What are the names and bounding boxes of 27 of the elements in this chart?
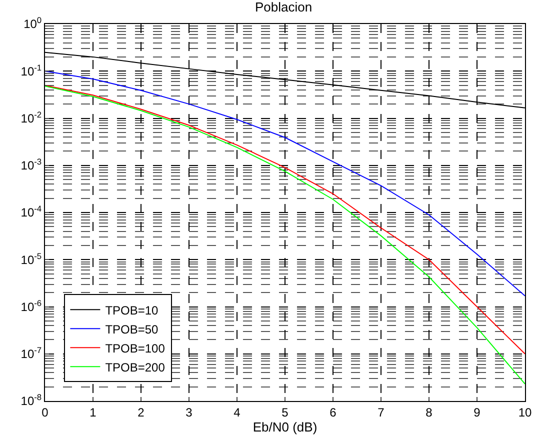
x-tick-label: 10 [518,405,532,420]
x-tick-label: 9 [474,405,481,420]
legend-label: TPOB=200 [105,360,166,374]
y-tick-label: 10$^{-3}$ [20,156,42,173]
line-series [45,70,525,296]
x-tick-label: 7 [378,405,385,420]
y-tick-label: 10$^{-7}$ [20,345,42,362]
legend-label: TPOB=100 [105,341,166,356]
x-tick-label: 2 [138,405,145,420]
chart-title: Poblacion [254,0,312,14]
x-tick-label: 5 [282,405,289,420]
x-tick-label: 4 [234,405,241,420]
y-tick-label: 10$^{-1}$ [20,62,42,78]
x-tick-label: 8 [426,405,433,420]
y-tick-label: 10$^{-4}$ [20,204,42,220]
y-tick-label: 10$^{-8}$ [20,392,42,408]
y-tick-label: 10$^{-5}$ [20,250,42,267]
legend-label: TPOB=10 [105,303,159,318]
x-tick-label: 0 [42,405,49,420]
x-tick-label: 6 [330,405,337,420]
x-tick-label: 1 [90,405,97,420]
y-tick-label: 10$^{0}$ [24,15,42,32]
y-tick-label: 10$^{-2}$ [20,109,42,126]
y-tick-label: 10$^{-6}$ [20,298,42,314]
x-tick-label: 3 [186,405,193,420]
legend-label: TPOB=50 [105,322,159,336]
x-axis-title: Eb/N0 (dB) [252,419,318,434]
